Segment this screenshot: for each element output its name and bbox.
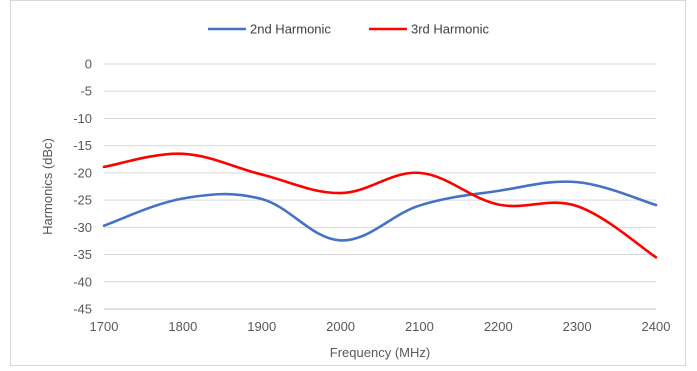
x-tick-label: 2000 <box>326 319 355 334</box>
x-tick-label: 1900 <box>247 319 276 334</box>
y-tick-labels: 0 -5 -10 -15 -20 -25 -30 -35 -40 -45 <box>73 57 92 317</box>
y-tick-label: 0 <box>85 57 92 72</box>
legend: 2nd Harmonic 3rd Harmonic <box>208 22 490 37</box>
y-tick-label: -45 <box>73 302 92 317</box>
legend-label-3rd-harmonic: 3rd Harmonic <box>411 22 490 37</box>
x-tick-label: 1700 <box>90 319 119 334</box>
y-tick-label: -35 <box>73 247 92 262</box>
y-axis-title: Harmonics (dBc) <box>40 138 55 235</box>
series-layer <box>102 152 658 259</box>
y-tick-label: -25 <box>73 193 92 208</box>
y-tick-label: -5 <box>80 84 92 99</box>
y-tick-label: -20 <box>73 165 92 180</box>
series-line-3rd-harmonic <box>102 152 658 259</box>
grid-layer <box>104 63 656 310</box>
series-line-2nd-harmonic <box>102 180 658 242</box>
y-tick-label: -30 <box>73 220 92 235</box>
x-tick-label: 2400 <box>642 319 671 334</box>
y-tick-label: -10 <box>73 111 92 126</box>
x-tick-label: 2300 <box>563 319 592 334</box>
legend-label-2nd-harmonic: 2nd Harmonic <box>250 22 331 37</box>
x-tick-label: 1800 <box>168 319 197 334</box>
x-tick-label: 2200 <box>484 319 513 334</box>
y-tick-label: -15 <box>73 138 92 153</box>
y-tick-label: -40 <box>73 274 92 289</box>
x-tick-labels: 1700 1800 1900 2000 2100 2200 2300 2400 <box>90 319 671 334</box>
x-tick-label: 2100 <box>405 319 434 334</box>
x-axis-title: Frequency (MHz) <box>330 345 430 360</box>
